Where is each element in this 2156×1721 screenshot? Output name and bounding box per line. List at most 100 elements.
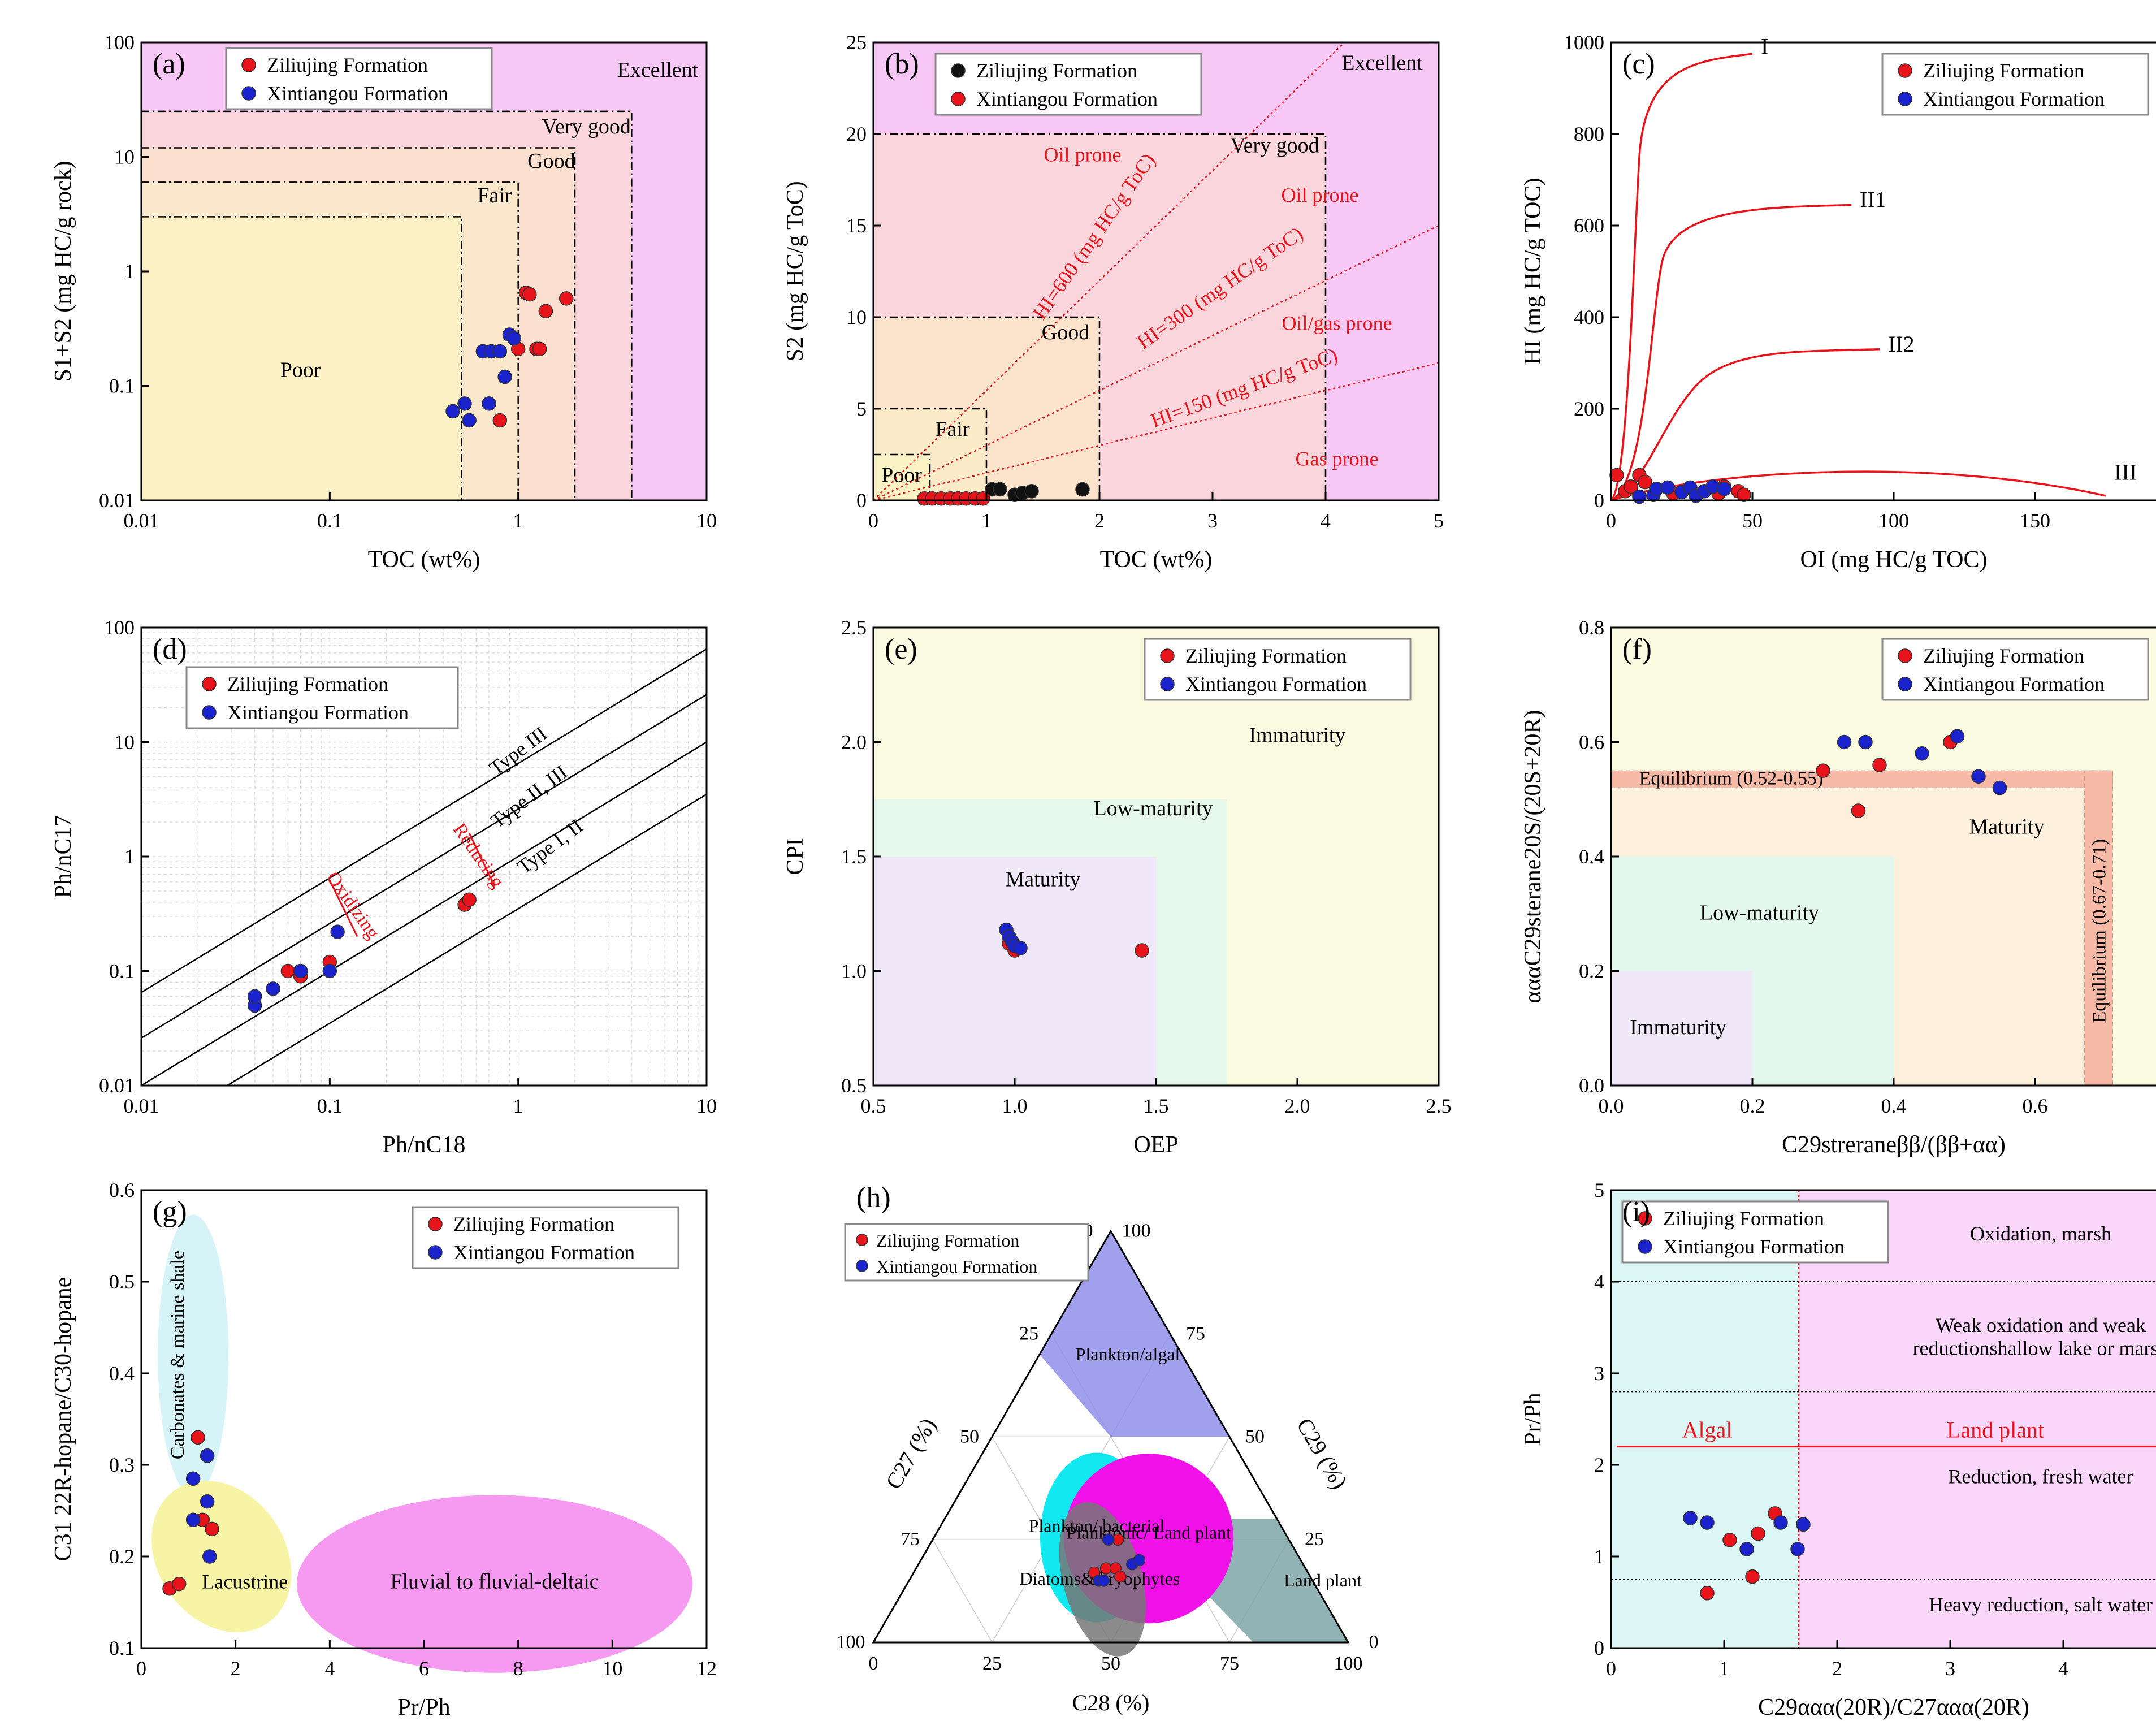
data-point xyxy=(462,413,477,428)
x-tick-label: 3 xyxy=(1207,509,1218,532)
y-axis-label: CPI xyxy=(782,838,808,875)
legend-marker xyxy=(856,1260,868,1272)
legend xyxy=(1144,638,1412,701)
legend-entry: Xintiangou Formation xyxy=(1923,88,2105,110)
legend-entry: Ziliujing Formation xyxy=(453,1213,614,1235)
legend-marker xyxy=(856,1234,868,1246)
y-tick-label: 100 xyxy=(104,31,135,54)
data-point xyxy=(293,963,308,979)
data-point xyxy=(1632,489,1647,504)
legend xyxy=(225,47,493,110)
legend-entry: Ziliujing Formation xyxy=(876,1230,1019,1251)
data-point xyxy=(559,291,574,306)
data-point xyxy=(1114,1570,1127,1583)
zone-label: Low-maturity xyxy=(1093,797,1213,820)
legend-entry: Ziliujing Formation xyxy=(267,54,428,76)
y-tick-label: 800 xyxy=(1574,123,1604,145)
x-tick-label: 0.1 xyxy=(317,1095,343,1117)
y-tick-label: 600 xyxy=(1574,214,1604,237)
curve-label: II1 xyxy=(1860,187,1886,213)
y-tick-label: 0.01 xyxy=(99,1074,135,1097)
x-tick-label: 0 xyxy=(136,1657,146,1680)
zone-label: Very good xyxy=(1230,133,1319,157)
oxidizing-arrow xyxy=(328,880,358,937)
chart-f-svg: Equilibrium (0.52-0.55) Equilibrium (0.67… xyxy=(1520,616,2156,1158)
equilibrium-band-v xyxy=(2084,770,2113,1086)
data-point xyxy=(1915,746,1929,761)
y-tick-label: 0.1 xyxy=(109,375,135,397)
panel-label: (c) xyxy=(1622,48,1655,80)
x-tick-label: 0.01 xyxy=(124,509,159,532)
legend-entry: Xintiangou Formation xyxy=(267,82,448,105)
y-tick-label: 1000 xyxy=(1564,31,1604,54)
x-tick-label: 1 xyxy=(981,509,992,532)
c29-tick: 25 xyxy=(1305,1529,1324,1550)
x-axis-label: OI (mg HC/g TOC) xyxy=(1800,547,1988,573)
data-point xyxy=(1796,1517,1811,1532)
y-tick-label: 400 xyxy=(1574,306,1604,328)
x-tick-label: 1 xyxy=(1719,1657,1729,1680)
data-point xyxy=(522,287,537,302)
data-point xyxy=(1816,763,1830,778)
y-tick-label: 0.4 xyxy=(1579,845,1604,868)
type-boundary xyxy=(141,648,707,993)
y-tick-label: 200 xyxy=(1574,397,1604,420)
panel-label: (d) xyxy=(153,633,187,665)
type-label: Type I, II xyxy=(513,815,587,879)
y-tick-label: 5 xyxy=(1594,1179,1604,1201)
zone-label: Low-maturity xyxy=(1700,901,1819,924)
data-point xyxy=(1135,943,1149,958)
x-tick-label: 1.0 xyxy=(1002,1095,1028,1117)
data-point xyxy=(1075,482,1090,497)
panel-e: Immaturity Low-maturity Maturity Ziliujing … xyxy=(777,602,1452,1158)
legend-entry: Ziliujing Formation xyxy=(1185,645,1347,667)
y-tick-label: 100 xyxy=(104,616,135,639)
plot-area: Excellent Very good Good Fair Poor Ziliujing … xyxy=(50,31,717,573)
y-axis-label: S2 (mg HC/g ToC) xyxy=(782,181,808,362)
region-label: Planktonic/ Land plant xyxy=(1066,1522,1231,1542)
region-label: Plankton/ bacterial xyxy=(1029,1516,1165,1536)
zone-algal xyxy=(1611,1190,1799,1648)
plot-area: Carbonates & marine shale Lacustrine Fluvi… xyxy=(50,1179,717,1720)
legend-entry: Xintiangou Formation xyxy=(1185,673,1367,695)
environment-label: Oxidation, marsh xyxy=(1970,1222,2111,1245)
y-tick-label: 0.0 xyxy=(1579,1074,1604,1097)
y-tick-label: 0.1 xyxy=(109,960,135,983)
y-tick-label: 3 xyxy=(1594,1362,1604,1385)
c29-tick: 75 xyxy=(1186,1323,1205,1344)
c27-tick: 50 xyxy=(960,1426,979,1447)
x-tick-label: 4 xyxy=(324,1657,335,1680)
legend-marker xyxy=(202,705,217,720)
panel-label: (f) xyxy=(1622,633,1652,665)
plot-area: I II1 II2 III Ziliujing Formation Xintiangou … xyxy=(1520,31,2156,573)
legend-marker xyxy=(1898,677,1912,691)
data-point xyxy=(1013,941,1028,955)
chart-e-svg: Immaturity Low-maturity Maturity Ziliujing … xyxy=(782,616,1452,1158)
c29-tick: 50 xyxy=(1245,1426,1265,1447)
legend-marker xyxy=(1638,1211,1652,1226)
data-point xyxy=(322,963,337,979)
environment-label: Reduction, fresh water xyxy=(1949,1465,2133,1488)
data-point xyxy=(1950,729,1965,744)
data-point xyxy=(266,981,280,996)
data-point xyxy=(1102,1533,1115,1546)
y-tick-label: 0.3 xyxy=(109,1454,135,1476)
y-axis-label: HI (mg HC/g TOC) xyxy=(1520,178,1546,365)
data-point xyxy=(200,1448,215,1463)
zone-label: Land plant xyxy=(1947,1417,2044,1442)
hi-line xyxy=(873,362,1439,501)
c28-tick: 0 xyxy=(869,1653,878,1674)
equilibrium-label: Equilibrium (0.52-0.55) xyxy=(1639,768,1824,789)
legend-marker xyxy=(202,677,217,691)
c27-axis-label: C27 (%) xyxy=(881,1413,941,1493)
zone-label: Poor xyxy=(881,464,922,487)
region-label: Oil/gas prone xyxy=(1282,312,1392,335)
ternary-frame xyxy=(872,1229,1350,1644)
data-point xyxy=(1660,480,1675,495)
data-point xyxy=(1751,1526,1765,1541)
data-point xyxy=(462,892,477,907)
y-tick-label: 1 xyxy=(1594,1545,1604,1568)
legend-entry: Xintiangou Formation xyxy=(227,701,409,724)
kerogen-curve xyxy=(1610,53,1753,501)
